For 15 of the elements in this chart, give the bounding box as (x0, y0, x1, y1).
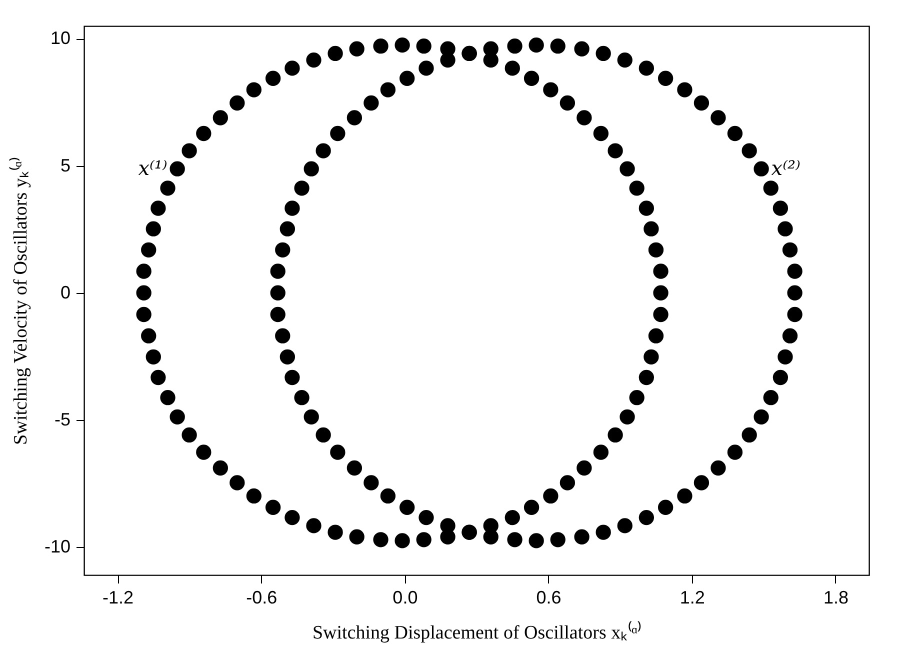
x-tick-label: -1.2 (102, 588, 134, 608)
x-tick-label: 1.8 (823, 588, 849, 608)
y-tick-label: 0 (60, 282, 70, 302)
x-tick-label: 0.0 (392, 588, 418, 608)
y-axis-title: Switching Velocity of Oscillators yₖ⁽ᵅ⁾ (8, 157, 32, 445)
x-tick-label: 0.6 (536, 588, 562, 608)
series-label: x⁽²⁾ (771, 156, 801, 180)
series-label: x⁽¹⁾ (138, 156, 168, 180)
y-tick-label: -10 (44, 536, 70, 557)
y-tick-label: -5 (54, 409, 70, 430)
y-tick-label: 10 (50, 28, 70, 48)
x-axis-title: Switching Displacement of Oscillators xₖ⁽ᵅ⁾ (312, 620, 642, 644)
y-tick-label: 5 (60, 155, 70, 176)
x-tick-label: -0.6 (246, 588, 278, 608)
x-tick-label: 1.2 (680, 588, 705, 608)
